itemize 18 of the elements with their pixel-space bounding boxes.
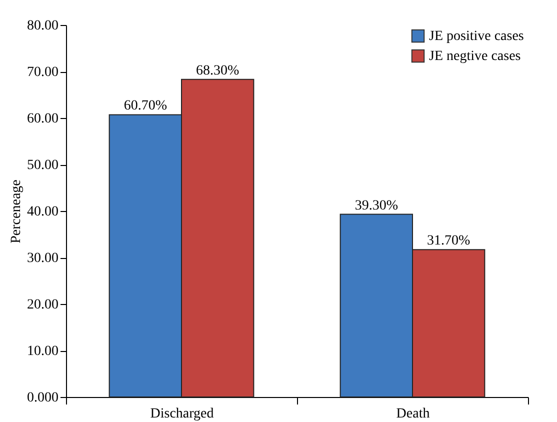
y-tick-label: 70.00 xyxy=(27,65,58,80)
y-tick-label: 80.00 xyxy=(27,18,58,34)
data-label: 60.70% xyxy=(124,98,168,114)
data-label: 68.30% xyxy=(196,63,240,78)
y-tick-label: 40.00 xyxy=(27,204,58,220)
y-tick-label: 60.00 xyxy=(27,112,58,126)
x-tick-label: Death xyxy=(396,406,430,422)
legend-label: JE negtive cases xyxy=(429,49,521,64)
data-label: 39.30% xyxy=(354,198,398,214)
y-tick-label: 50.00 xyxy=(27,158,58,173)
y-tick-label: 20.00 xyxy=(27,298,58,312)
data-label: 31.70% xyxy=(427,234,471,249)
y-axis-title: Perceneage xyxy=(9,180,24,244)
y-tick-label: 10.00 xyxy=(27,344,58,359)
legend-label: JE positive cases xyxy=(429,29,524,44)
y-tick-label: 0.000 xyxy=(27,390,58,406)
x-tick-label: Discharged xyxy=(150,406,214,422)
y-tick-label: 30.00 xyxy=(27,251,58,266)
